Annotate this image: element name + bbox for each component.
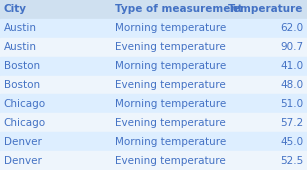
Bar (0, 95, 307, 113)
Text: Type of measurement: Type of measurement (115, 4, 243, 14)
Text: 45.0: 45.0 (280, 137, 303, 147)
Text: Evening temperature: Evening temperature (115, 156, 226, 166)
Text: 52.5: 52.5 (280, 156, 303, 166)
Text: 57.2: 57.2 (280, 118, 303, 128)
Text: 48.0: 48.0 (280, 80, 303, 90)
Text: Chicago: Chicago (4, 118, 46, 128)
Text: Morning temperature: Morning temperature (115, 23, 226, 33)
Text: Evening temperature: Evening temperature (115, 42, 226, 52)
Text: Evening temperature: Evening temperature (115, 80, 226, 90)
Text: 41.0: 41.0 (280, 61, 303, 71)
Text: Chicago: Chicago (4, 99, 46, 109)
Text: Boston: Boston (4, 80, 40, 90)
Text: Boston: Boston (4, 61, 40, 71)
Bar (0, 0, 307, 19)
Text: City: City (4, 4, 27, 14)
Text: Temperature: Temperature (228, 4, 303, 14)
Bar (0, 151, 307, 170)
Text: Morning temperature: Morning temperature (115, 61, 226, 71)
Text: Morning temperature: Morning temperature (115, 99, 226, 109)
Text: Austin: Austin (4, 42, 37, 52)
Text: Austin: Austin (4, 23, 37, 33)
Bar (0, 57, 307, 75)
Bar (0, 19, 307, 38)
Bar (0, 75, 307, 95)
Text: Denver: Denver (4, 137, 41, 147)
Bar (0, 132, 307, 151)
Text: Denver: Denver (4, 156, 41, 166)
Text: Evening temperature: Evening temperature (115, 118, 226, 128)
Text: 51.0: 51.0 (280, 99, 303, 109)
Bar (0, 38, 307, 57)
Text: Morning temperature: Morning temperature (115, 137, 226, 147)
Bar (0, 113, 307, 132)
Text: 62.0: 62.0 (280, 23, 303, 33)
Text: 90.7: 90.7 (280, 42, 303, 52)
